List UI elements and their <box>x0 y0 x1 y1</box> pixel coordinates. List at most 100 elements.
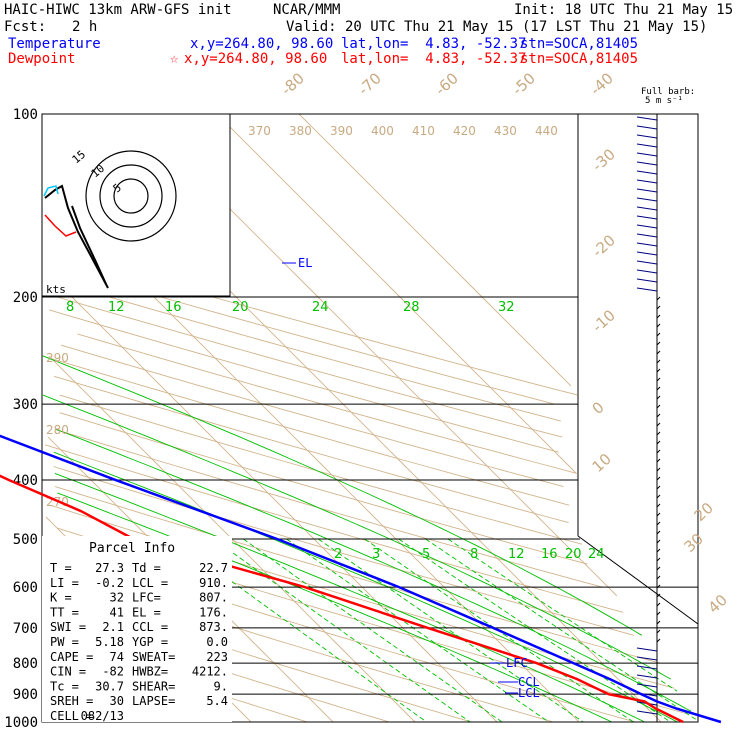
wind-barb <box>636 206 658 211</box>
parcel-info-cell: Td = <box>132 561 161 575</box>
parcel-info-cell: YGP = <box>132 635 168 649</box>
parcel-info-cell: CELL = <box>50 709 93 723</box>
parcel-info-cell: LFC= <box>132 591 161 605</box>
parcel-info-cell: 910. <box>199 576 228 590</box>
pressure-tick-label: 700 <box>13 621 38 637</box>
wind-barb <box>656 521 661 526</box>
wind-barb <box>636 188 658 193</box>
theta-side-label: 290 <box>46 351 69 365</box>
wind-barb <box>636 152 658 157</box>
el-marker-label: EL <box>298 256 312 270</box>
parcel-info-title: Parcel Info <box>89 541 175 556</box>
org-label: NCAR/MMM <box>273 2 341 18</box>
legend-dewpoint-xy: x,y=264.80, 98.60 <box>184 51 328 67</box>
parcel-info-cell: LI = <box>50 576 79 590</box>
barb-legend-line1: Full barb: <box>641 87 695 97</box>
dewpoint-trace <box>0 474 684 724</box>
parcel-info-cell: LCL = <box>132 576 168 590</box>
isotherm-tick-label: -20 <box>589 231 619 261</box>
wind-barb <box>656 431 661 436</box>
parcel-info-cell: SHEAR= <box>132 679 175 693</box>
wind-barb <box>636 287 658 292</box>
wind-barb <box>656 305 661 310</box>
wind-barb <box>656 359 661 364</box>
wind-barb <box>656 458 661 463</box>
hodograph-inset: 5 10 15 kts <box>41 113 231 297</box>
parcel-info-cell: T = <box>50 561 72 575</box>
wind-barb <box>656 503 661 508</box>
mixing-ratio-line <box>286 538 550 723</box>
wind-barb <box>656 530 661 535</box>
wind-barb <box>656 476 661 481</box>
theta-tick-label: 390 <box>330 124 353 138</box>
mixing-ratio-line <box>425 538 696 720</box>
wind-barb <box>656 368 661 373</box>
dry-adiabat-line <box>59 394 583 545</box>
mixing-ratio-line <box>364 538 634 723</box>
parcel-info-cell: EL = <box>132 605 161 619</box>
mixing-ratio-label: 16 <box>541 547 558 562</box>
isotherm-tick-label: 0 <box>589 398 608 418</box>
temperature-trace <box>0 434 722 724</box>
wind-barb <box>656 566 661 571</box>
dry-adiabat-line <box>59 412 588 565</box>
pressure-tick-label: 900 <box>13 687 38 703</box>
dry-adiabat-line <box>54 486 661 664</box>
hodograph-trace-cyan <box>43 185 59 197</box>
moist-adiabat-label: 32 <box>498 300 515 315</box>
isotherm-tick-label: 10 <box>589 450 615 476</box>
parcel-info-cell: SWI = <box>50 620 86 634</box>
hodograph-kts-label: kts <box>46 283 66 296</box>
wind-barb <box>636 233 658 238</box>
parcel-info-cell: CAPE = <box>50 650 93 664</box>
wind-barb <box>656 440 661 445</box>
parcel-info-cell: 74 <box>110 650 124 664</box>
dry-adiabat-line <box>54 428 603 588</box>
legend-temperature-xy: x,y=264.80, 98.60 <box>190 36 334 52</box>
parcel-info-cell: Tc = <box>50 679 79 693</box>
parcel-info-cell: 223 <box>206 650 228 664</box>
mixing-ratio-label: 8 <box>470 547 478 562</box>
mixing-ratio-label: 2 <box>334 547 342 562</box>
dry-adiabat-line <box>54 375 569 524</box>
wind-barb <box>656 449 661 454</box>
wind-barb <box>636 260 658 265</box>
wind-barb <box>656 494 661 499</box>
isotherm-line <box>134 113 618 597</box>
wind-barb <box>636 197 658 202</box>
wind-barb <box>636 674 658 679</box>
isotherm-line <box>43 268 498 723</box>
wind-barb <box>656 341 661 346</box>
dry-adiabat-line <box>62 283 562 422</box>
moist-adiabat-line <box>55 428 692 712</box>
wind-barb <box>656 575 661 580</box>
wind-barb <box>636 116 658 121</box>
theta-tick-label: 440 <box>535 124 558 138</box>
parcel-info-frame <box>42 536 232 722</box>
mixing-ratio-label: 5 <box>422 547 430 562</box>
wind-barb <box>656 413 661 418</box>
wind-barb <box>636 134 658 139</box>
lcl-marker-label: LCL <box>518 686 540 700</box>
moist-adiabat-line <box>42 355 643 636</box>
theta-tick-label: 420 <box>453 124 476 138</box>
pressure-tick-label: 100 <box>13 107 38 123</box>
pressure-tick-label: 600 <box>13 580 38 596</box>
mixing-ratio-label: 3 <box>372 547 380 562</box>
wind-barb <box>656 557 661 562</box>
mixing-ratio-line <box>447 538 678 692</box>
dry-adiabat-line <box>48 309 559 453</box>
theta-tick-label: 410 <box>412 124 435 138</box>
parcel-info-cell: -82 <box>102 665 124 679</box>
legend-dewpoint-marker: ☆ <box>170 51 179 67</box>
theta-side-label: 280 <box>46 423 69 437</box>
parcel-info-cell: 9. <box>214 679 228 693</box>
parcel-info-cell: K = <box>50 591 72 605</box>
isotherm-line <box>59 202 580 723</box>
parcel-info-cell: SREH = <box>50 694 93 708</box>
moist-adiabat-label: 12 <box>108 300 125 315</box>
pressure-tick-label: 200 <box>13 290 38 306</box>
isotherm-tick-label: -50 <box>509 69 539 99</box>
wind-barb <box>636 161 658 166</box>
